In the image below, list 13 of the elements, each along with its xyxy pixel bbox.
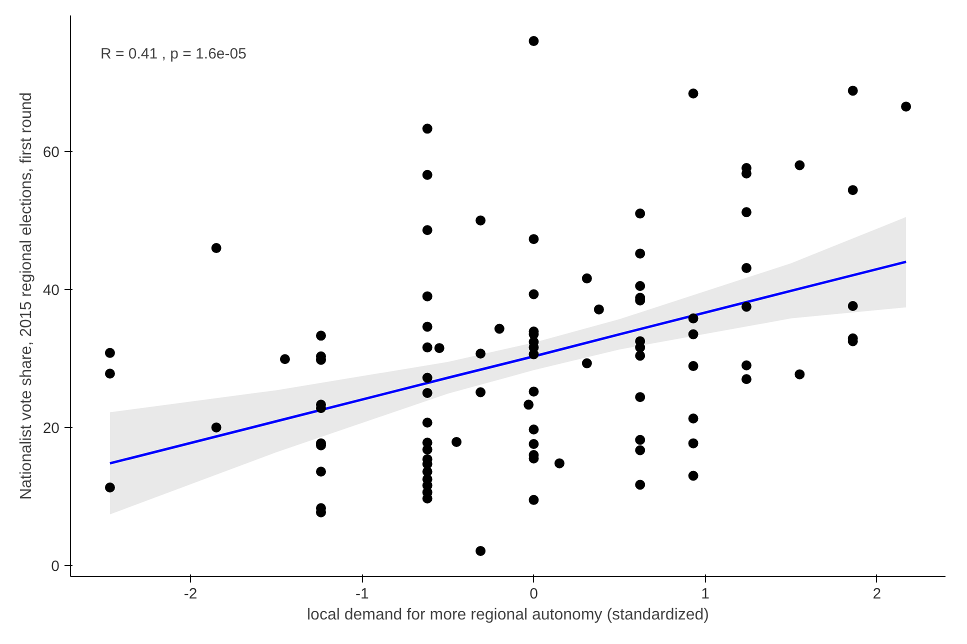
x-tick-label: 2 [872,586,882,602]
x-tick-label: -2 [184,586,198,602]
y-tick-label: 40 [42,282,60,299]
y-tick-label: 60 [42,144,60,161]
line-series [108,260,908,465]
x-tick-label: 1 [701,586,710,602]
y-tick-label: 0 [51,558,60,575]
x-tick-label: -1 [356,586,369,602]
annotation: R = 0.41 , p = 1.6e-05 [100,46,246,62]
y-tick-label: 20 [42,420,60,437]
x-tick-label: 0 [530,586,538,602]
x-axis-title: local demand for more regional autonomy (standardized) [307,606,710,624]
y-axis-title: Nationalist vote share, 2015 regional elections, first round [18,92,35,500]
